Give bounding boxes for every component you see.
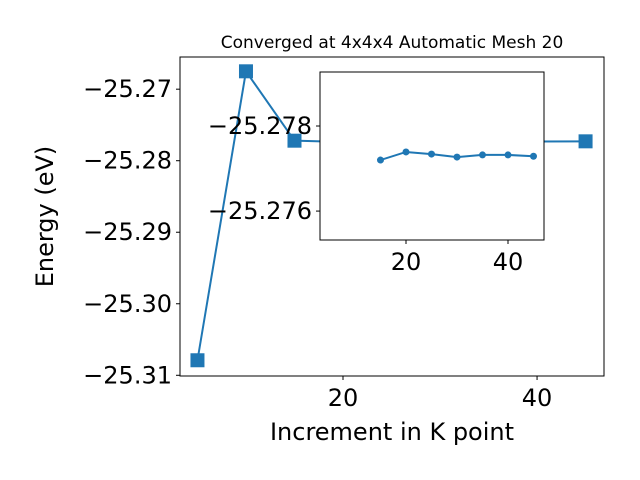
axes: 20 40 −25.276 −25.278 (208, 71, 545, 276)
marker (238, 64, 253, 79)
marker (578, 134, 593, 149)
y-tick-label: −25.28 (83, 147, 172, 175)
marker (504, 151, 512, 159)
y-tick-label: −25.278 (208, 112, 312, 140)
marker (478, 151, 486, 159)
axes-frame (319, 71, 545, 241)
y-tick-label: −25.31 (83, 361, 172, 389)
marker (427, 150, 435, 158)
x-tick-label: 40 (493, 248, 524, 276)
marker (402, 148, 410, 156)
y-tick-label: −25.30 (83, 290, 172, 318)
marker (190, 353, 205, 368)
marker (376, 156, 384, 164)
marker (529, 152, 537, 160)
y-tick-label: −25.29 (83, 218, 172, 246)
x-tick-label: 40 (522, 384, 553, 412)
marker (453, 153, 461, 161)
axes-frame (179, 56, 605, 377)
chart-title: Converged at 4x4x4 Automatic Mesh 20 (221, 33, 564, 53)
x-tick-label: 20 (391, 248, 422, 276)
x-tick-label: 20 (328, 384, 359, 412)
plot-clip (376, 148, 537, 164)
y-tick-label: −25.276 (208, 197, 312, 225)
y-axis-label: Energy (eV) (31, 146, 59, 288)
marker (287, 133, 302, 148)
y-tick-label: −25.27 (83, 75, 172, 103)
x-axis-label: Increment in K point (270, 418, 514, 446)
